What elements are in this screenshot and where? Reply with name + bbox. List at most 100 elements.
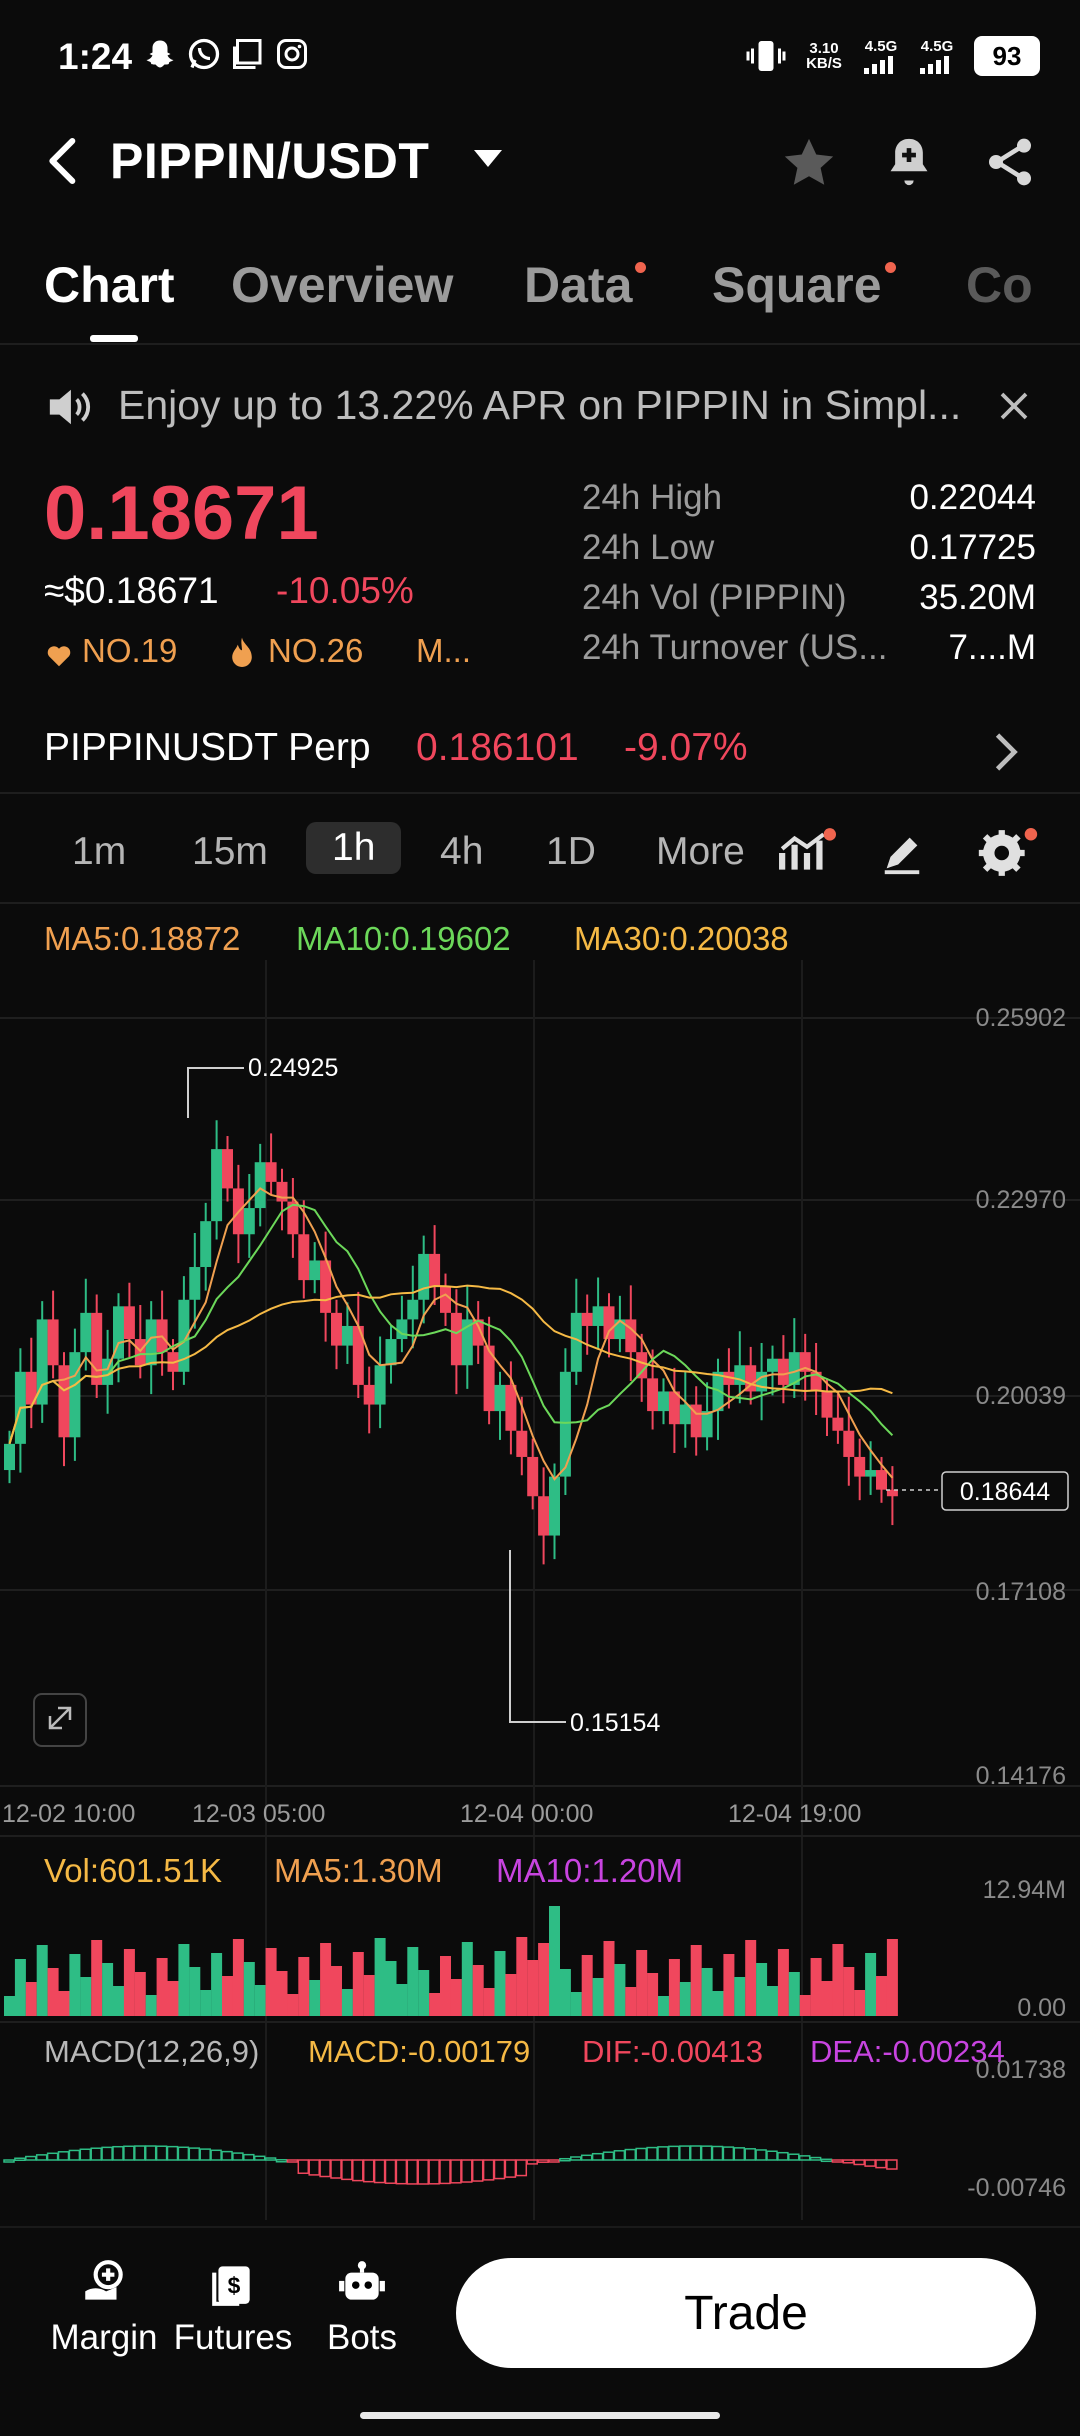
macd-label: MACD(12,26,9) <box>44 2034 260 2069</box>
macd-bar <box>297 2159 310 2174</box>
volume-bar <box>756 1963 768 2016</box>
volume-bar <box>58 1991 70 2016</box>
interval-1h[interactable]: 1h <box>306 822 402 874</box>
candle-body <box>80 1312 92 1353</box>
macd-top: 0.01738 <box>975 2056 1066 2084</box>
candle-body <box>788 1352 800 1385</box>
indicators-icon[interactable] <box>778 828 836 878</box>
candle-body <box>668 1391 680 1425</box>
price-tick-2: 0.22970 <box>975 1186 1066 1214</box>
promo-banner[interactable]: Enjoy up to 13.22% APR on PIPPIN in Simp… <box>0 362 1080 452</box>
candle-body <box>47 1319 59 1366</box>
perp-row[interactable]: PIPPINUSDT Perp 0.186101 -9.07% <box>0 722 1080 792</box>
candle-body <box>331 1312 342 1346</box>
interval-1m[interactable]: 1m <box>72 830 127 873</box>
bell-plus-icon[interactable] <box>880 132 938 192</box>
macd-bar <box>624 2148 637 2161</box>
candle-body <box>745 1365 757 1392</box>
volume-legend: Vol:601.51K <box>44 1852 222 1889</box>
speaker-icon <box>49 389 91 425</box>
macd-bar <box>3 2159 15 2163</box>
candle-body <box>767 1358 778 1372</box>
draw-pencil-icon[interactable] <box>878 830 926 876</box>
banner-text: Enjoy up to 13.22% APR on PIPPIN in Simp… <box>118 382 962 428</box>
volume-bar <box>712 1991 724 2016</box>
rank-badge-more[interactable]: M... <box>416 632 471 669</box>
candle-body <box>178 1299 190 1372</box>
back-arrow-icon[interactable] <box>44 136 84 186</box>
macd-bar <box>275 2159 288 2163</box>
time-tick-2: 12-03 05:00 <box>192 1800 326 1828</box>
macd-bar <box>155 2145 168 2161</box>
last-price: 0.18671 <box>44 471 319 556</box>
fullscreen-button[interactable] <box>33 1693 87 1747</box>
settings-gear-icon[interactable] <box>978 828 1038 878</box>
price-change: -10.05% <box>276 570 414 611</box>
macd-bar <box>657 2146 669 2161</box>
volume-bar <box>505 1974 517 2016</box>
price-summary: 0.18671 ≈$0.18671 -10.05% NO.19 NO.26 M.… <box>0 470 1080 680</box>
high-marker-label: 0.24925 <box>248 1054 338 1082</box>
macd-histogram <box>3 2145 898 2185</box>
tab-square[interactable]: Square <box>712 256 896 314</box>
usd-price: ≈$0.18671 <box>44 570 219 611</box>
close-icon[interactable] <box>996 388 1032 424</box>
nav-margin[interactable]: Margin <box>44 2258 164 2358</box>
tab-more[interactable]: Co <box>966 257 1033 313</box>
ma30-legend: MA30:0.20038 <box>574 920 789 957</box>
macd-bar <box>493 2159 506 2180</box>
chart-grid <box>0 960 1080 2220</box>
rank-badge-2[interactable]: NO.26 <box>268 632 364 669</box>
macd-bar <box>788 2153 800 2161</box>
macd-bar <box>668 2145 680 2161</box>
ma10-line <box>8 1203 894 1445</box>
volume-bar <box>320 1943 332 2016</box>
rank-badge-1[interactable]: NO.19 <box>82 632 178 669</box>
macd-bar <box>25 2155 37 2161</box>
battery-indicator: 93 <box>974 36 1040 76</box>
candlestick-chart[interactable]: 0.24925 0.15154 0.18644 <box>0 960 1080 2226</box>
volume-bar <box>47 1968 59 2016</box>
trade-button[interactable]: Trade <box>456 2258 1036 2368</box>
macd-bar <box>308 2159 320 2176</box>
volume-bar <box>4 1996 15 2016</box>
nav-futures[interactable]: $ Futures <box>168 2258 298 2358</box>
interval-4h[interactable]: 4h <box>440 830 484 873</box>
volume-bar <box>36 1945 48 2016</box>
macd-bar <box>886 2159 898 2170</box>
tab-chart[interactable]: Chart <box>44 257 175 313</box>
macd-bar <box>210 2149 222 2161</box>
share-icon[interactable] <box>982 134 1038 190</box>
candle-body <box>690 1404 702 1438</box>
volume-bar <box>690 1945 702 2016</box>
candle-body <box>581 1312 593 1326</box>
candle-body <box>570 1312 582 1372</box>
candle-body <box>265 1162 277 1182</box>
macd-bar <box>177 2146 190 2161</box>
volume-bar <box>570 1992 582 2016</box>
volume-bar <box>494 1951 506 2016</box>
chevron-down-icon[interactable] <box>474 150 502 167</box>
candle-body <box>123 1306 135 1340</box>
macd-bar <box>188 2147 201 2161</box>
pair-title[interactable]: PIPPIN/USDT <box>110 133 430 189</box>
tab-overview[interactable]: Overview <box>231 257 454 313</box>
volume-bar <box>211 1953 223 2016</box>
candle-body <box>429 1253 441 1287</box>
star-icon[interactable] <box>780 134 838 192</box>
candle-body <box>440 1286 451 1313</box>
volume-bar <box>69 1954 81 2016</box>
volume-bar <box>265 1948 277 2016</box>
interval-1d[interactable]: 1D <box>546 830 596 873</box>
macd-bar <box>57 2151 70 2161</box>
volume-bar <box>723 1954 735 2016</box>
interval-15m[interactable]: 15m <box>192 830 268 873</box>
macd-bar <box>875 2159 887 2169</box>
nav-bots[interactable]: Bots <box>314 2258 410 2358</box>
interval-more[interactable]: More <box>656 830 745 873</box>
home-indicator[interactable] <box>360 2412 720 2419</box>
macd-bar <box>243 2153 255 2161</box>
tab-data[interactable]: Data <box>524 256 647 314</box>
macd-bar <box>253 2155 266 2161</box>
volume-bar <box>810 1958 822 2016</box>
